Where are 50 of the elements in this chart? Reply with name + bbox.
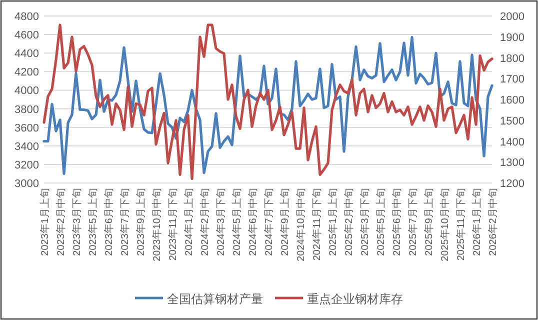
x-tick-label: 2025年3月下旬 (359, 188, 371, 256)
y-tick-label: 3000 (14, 178, 39, 190)
y2-tick-label: 1600 (500, 94, 524, 106)
y2-tick-label: 1900 (500, 32, 524, 44)
x-tick-label: 2026年2月中旬 (487, 188, 499, 256)
x-tick-label: 2025年1月上旬 (327, 188, 339, 256)
x-tick-label: 2024年11月下旬 (311, 188, 323, 261)
x-tick-label: 2024年7月下旬 (263, 188, 275, 256)
x-tick-label: 2024年2月中旬 (199, 188, 211, 256)
x-tick-label: 2024年9月上旬 (279, 188, 291, 256)
y2-tick-label: 1500 (500, 115, 524, 128)
x-tick-label: 2025年10月中旬 (439, 188, 451, 262)
x-tick-label: 2023年7月下旬 (119, 188, 131, 256)
x-tick-label: 2025年2月中旬 (343, 188, 355, 256)
y-tick-label: 4400 (14, 48, 39, 60)
x-tick-label: 2023年2月中旬 (55, 188, 67, 256)
y-tick-label: 4000 (14, 85, 39, 98)
x-tick-label: 2023年10月中旬 (151, 188, 163, 262)
y-tick-label: 4600 (14, 30, 39, 42)
x-tick-label: 2025年7月下旬 (407, 188, 419, 256)
y2-tick-label: 2000 (500, 11, 524, 23)
y2-tick-label: 1200 (500, 178, 524, 190)
y-tick-label: 4200 (14, 66, 39, 79)
x-tick-label: 2023年3月下旬 (71, 188, 83, 256)
y2-tick-label: 1700 (500, 74, 524, 86)
x-tick-label: 2026年1月上旬 (471, 188, 483, 256)
x-tick-label: 2024年5月上旬 (231, 188, 243, 256)
x-tick-label: 2023年9月上旬 (135, 188, 147, 256)
y-tick-label: 3800 (14, 104, 39, 116)
y2-tick-label: 1300 (500, 157, 524, 170)
x-tick-label: 2024年6月中旬 (247, 188, 259, 256)
legend-label: 重点企业钢材库存 (307, 292, 403, 306)
legend-label: 全国估算钢材产量 (167, 292, 263, 306)
x-tick-label: 2025年11月下旬 (455, 188, 467, 261)
x-tick-label: 2023年1月上旬 (39, 188, 51, 256)
x-tick-label: 2024年3月下旬 (215, 188, 227, 256)
y-tick-label: 4800 (14, 11, 39, 23)
x-tick-label: 2023年5月上旬 (87, 188, 99, 256)
x-tick-label: 2024年1月上旬 (183, 188, 195, 256)
y2-tick-label: 1800 (500, 52, 524, 65)
x-tick-label: 2023年11月下旬 (167, 188, 179, 261)
x-tick-label: 2024年10月中旬 (295, 188, 307, 262)
x-tick-label: 2025年6月中旬 (391, 188, 403, 256)
x-tick-label: 2025年9月上旬 (423, 188, 435, 256)
x-tick-label: 2023年6月中旬 (103, 188, 115, 256)
y-tick-label: 3200 (14, 159, 39, 172)
y-tick-label: 3400 (14, 140, 39, 153)
y2-tick-label: 1400 (500, 136, 524, 148)
y-tick-label: 3600 (14, 122, 39, 134)
x-tick-label: 2025年5月上旬 (375, 188, 387, 256)
